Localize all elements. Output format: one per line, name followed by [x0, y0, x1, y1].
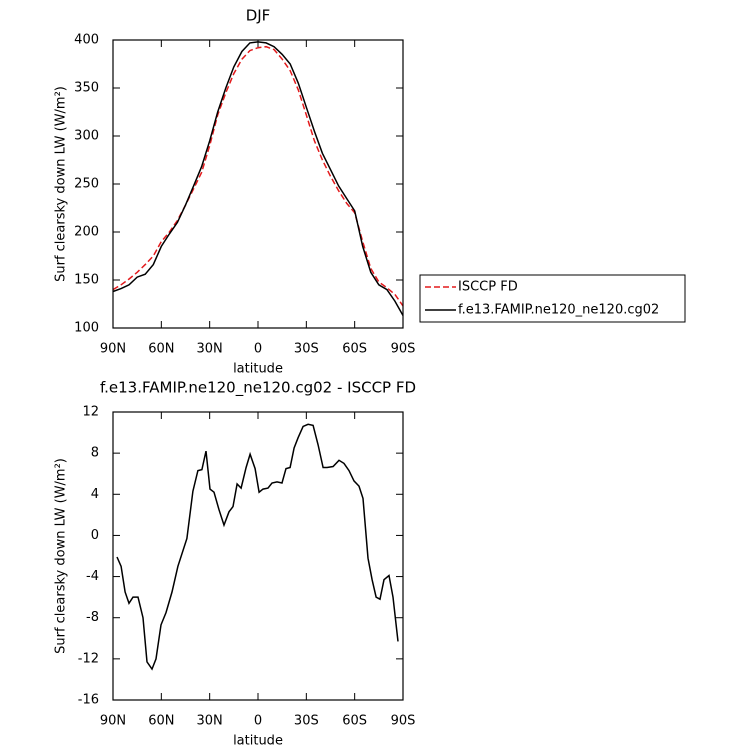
x-tick-label: 60S [342, 714, 367, 729]
legend: ISCCP FD f.e13.FAMIP.ne120_ne120.cg02 [419, 274, 686, 323]
x-tick-label: 90N [100, 714, 126, 729]
chart-title: DJF [246, 7, 271, 25]
y-tick-label: -8 [86, 610, 99, 625]
x-tick-label: 60N [148, 714, 174, 729]
x-tick-label: 60N [148, 342, 174, 357]
y-tick-label: -4 [86, 569, 99, 584]
legend-label: f.e13.FAMIP.ne120_ne120.cg02 [458, 303, 659, 318]
x-tick-label: 30N [197, 342, 223, 357]
plot-frame [112, 411, 404, 701]
x-tick-label: 0 [254, 714, 262, 729]
x-tick-label: 90S [391, 342, 416, 357]
x-axis-label: latitude [233, 362, 283, 377]
y-tick-label: 300 [74, 129, 99, 144]
plot-frame [112, 39, 404, 329]
y-tick-label: 150 [74, 273, 99, 288]
x-tick-label: 30S [294, 714, 319, 729]
y-tick-label: 100 [74, 321, 99, 336]
y-tick-label: 200 [74, 225, 99, 240]
data-line [116, 423, 399, 671]
x-tick-label: 0 [254, 342, 262, 357]
y-tick-label: -16 [78, 693, 99, 708]
y-tick-label: 400 [74, 33, 99, 48]
y-tick-label: 12 [82, 405, 99, 420]
legend-box [419, 274, 686, 323]
y-tick-label: 350 [74, 81, 99, 96]
chart-title: f.e13.FAMIP.ne120_ne120.cg02 - ISCCP FD [100, 379, 416, 398]
x-tick-label: 30N [197, 714, 223, 729]
y-axis-label: Surf clearsky down LW (W/m²) [54, 86, 69, 282]
x-tick-label: 60S [342, 342, 367, 357]
legend-label: ISCCP FD [458, 280, 518, 295]
x-tick-label: 90N [100, 342, 126, 357]
y-tick-label: 250 [74, 177, 99, 192]
x-tick-label: 90S [391, 714, 416, 729]
y-tick-label: 0 [91, 528, 99, 543]
y-tick-label: 8 [91, 446, 99, 461]
x-axis-label: latitude [233, 734, 283, 749]
data-line [112, 45, 404, 307]
y-tick-label: 4 [91, 487, 99, 502]
data-line [112, 41, 404, 316]
x-tick-label: 30S [294, 342, 319, 357]
y-tick-label: -12 [78, 651, 99, 666]
y-axis-label: Surf clearsky down LW (W/m²) [54, 458, 69, 654]
